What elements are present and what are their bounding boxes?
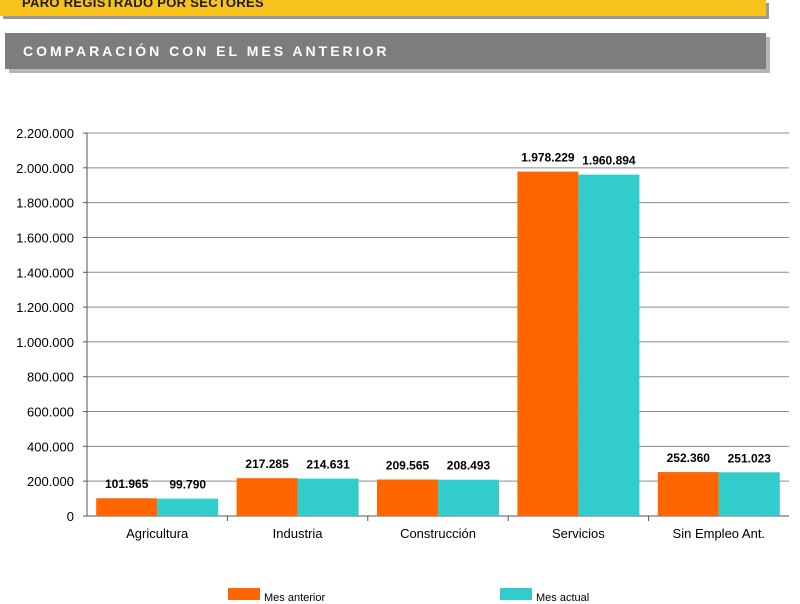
bar [438,479,499,516]
data-label: 208.493 [447,459,491,473]
y-tick-label: 2.000.000 [16,161,74,176]
y-tick-label: 2.200.000 [16,126,74,141]
data-label: 1.978.229 [521,151,575,165]
x-tick-label: Servicios [552,526,605,541]
data-label: 214.631 [306,458,350,472]
data-label: 99.790 [169,478,206,492]
y-tick-label: 400.000 [27,439,74,454]
x-tick-label: Industria [273,526,324,541]
title-banner: PARO REGISTRADO POR SECTORES [0,0,766,16]
legend-label-current: Mes actual [536,592,590,604]
bar [297,478,359,516]
data-label: 1.960.894 [582,154,636,168]
y-tick-label: 1.800.000 [16,196,74,211]
bar [96,498,158,516]
data-label: 251.023 [728,451,772,465]
legend-swatch-current [500,588,532,600]
page-title: PARO REGISTRADO POR SECTORES [22,0,264,10]
bar [578,174,640,517]
data-label: 252.360 [667,451,711,465]
bar [377,479,438,516]
data-label: 101.965 [105,477,149,491]
bar [157,498,219,516]
y-tick-label: 0 [67,509,74,524]
page-subtitle: COMPARACIÓN CON EL MES ANTERIOR [23,43,390,59]
bar [718,472,780,516]
subtitle-banner: COMPARACIÓN CON EL MES ANTERIOR [5,33,766,69]
data-label: 217.285 [245,457,289,471]
bar [517,171,579,516]
x-tick-label: Construcción [400,526,476,541]
y-tick-label: 1.000.000 [16,335,74,350]
bar [657,472,719,516]
legend-label-previous: Mes anterior [264,592,326,604]
bar [236,478,298,516]
y-tick-label: 600.000 [27,405,74,420]
x-tick-label: Sin Empleo Ant. [673,526,766,541]
y-tick-label: 1.400.000 [16,265,74,280]
y-tick-label: 800.000 [27,370,74,385]
y-tick-label: 1.200.000 [16,300,74,315]
legend-swatch-previous [228,588,260,600]
y-tick-label: 1.600.000 [16,230,74,245]
data-label: 209.565 [386,459,430,473]
x-tick-label: Agricultura [126,526,189,541]
y-tick-label: 200.000 [27,474,74,489]
